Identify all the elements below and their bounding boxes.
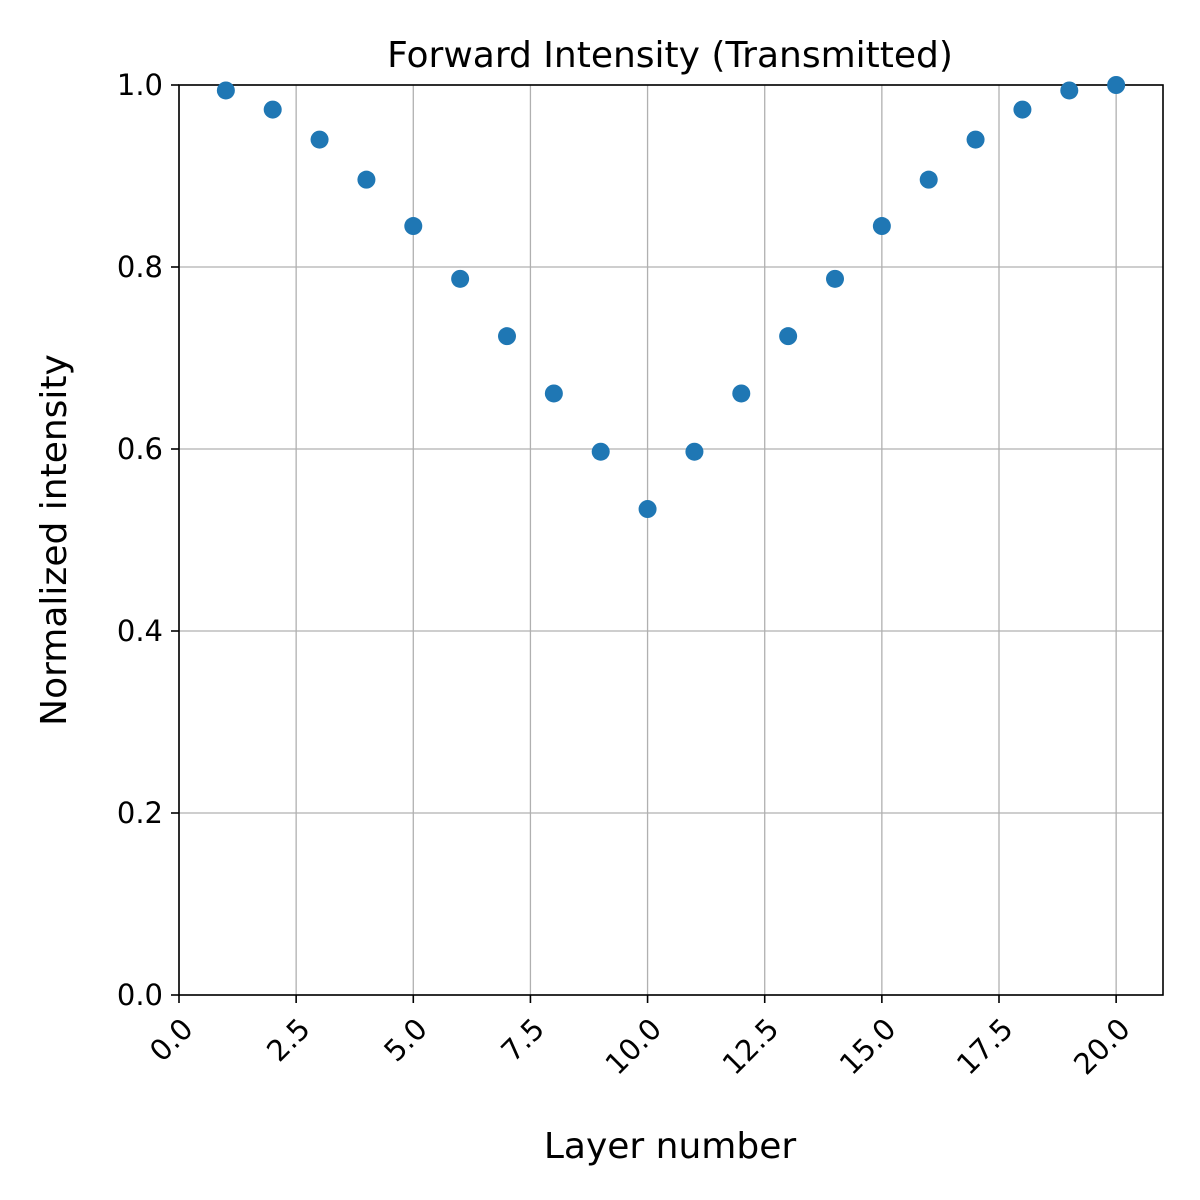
x-tick-label: 15.0 <box>833 1012 903 1082</box>
y-tick-label: 1.0 <box>117 68 163 102</box>
data-point <box>872 217 891 236</box>
data-point <box>1107 76 1126 94</box>
y-tick-label: 0.6 <box>117 432 163 466</box>
x-tick-label: 0.0 <box>143 1012 200 1069</box>
data-point <box>310 130 329 149</box>
y-tick-label: 0.0 <box>117 978 163 1012</box>
grid <box>178 84 1163 996</box>
data-point <box>1013 100 1032 119</box>
data-points <box>216 76 1126 519</box>
x-tick-label: 17.5 <box>950 1012 1020 1082</box>
data-point <box>544 384 563 403</box>
y-tick-label: 0.8 <box>117 250 163 284</box>
x-tick-label: 10.0 <box>598 1012 668 1082</box>
data-point <box>826 269 844 288</box>
data-point <box>732 384 751 403</box>
data-point <box>919 170 938 189</box>
data-point <box>498 327 516 346</box>
data-point <box>779 327 798 346</box>
x-tick-label: 5.0 <box>377 1012 434 1069</box>
chart-title: Forward Intensity (Transmitted) <box>387 35 953 76</box>
data-point <box>1060 81 1079 100</box>
plot-frame <box>178 84 1164 996</box>
data-point <box>966 130 985 149</box>
x-tick-label: 2.5 <box>260 1012 317 1069</box>
data-point <box>404 217 423 236</box>
x-axis-label: Layer number <box>544 1126 797 1167</box>
x-tick-label: 20.0 <box>1067 1012 1137 1082</box>
data-point <box>638 500 657 519</box>
data-point <box>263 100 282 119</box>
data-point <box>685 442 704 461</box>
data-point <box>216 81 235 100</box>
data-point <box>357 170 376 189</box>
x-tick-label: 12.5 <box>716 1012 786 1082</box>
y-tick-label: 0.4 <box>117 614 163 648</box>
axis-ticks: 0.0 2.5 5.0 7.5 10.0 12.5 15.0 17.5 20.0 0.0 0.2 0.… <box>117 68 1137 1081</box>
y-axis-label: Normalized intensity <box>34 354 75 726</box>
x-tick-label: 7.5 <box>494 1012 551 1069</box>
data-point <box>451 269 470 288</box>
data-point <box>591 442 610 461</box>
y-tick-label: 0.2 <box>117 796 163 830</box>
